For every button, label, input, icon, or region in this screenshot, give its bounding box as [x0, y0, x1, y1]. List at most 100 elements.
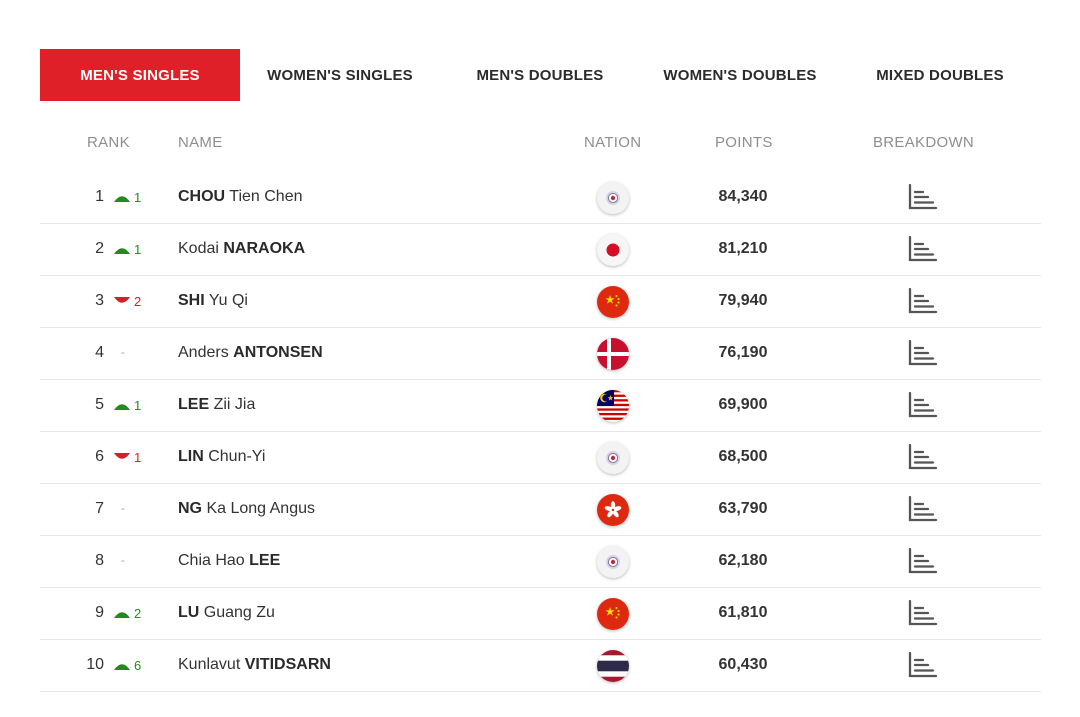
rank-down-icon [114, 297, 130, 303]
player-name[interactable]: CHOU Tien Chen [178, 188, 303, 206]
breakdown-chart-icon[interactable] [908, 287, 938, 315]
rank-number: 3 [95, 292, 104, 309]
rank-change: 1 [113, 449, 153, 467]
table-row: 6 1 LIN Chun-Yi 68,500 [40, 432, 1041, 484]
rank-number: 5 [95, 396, 104, 413]
mas-flag-icon [597, 390, 629, 422]
rank-change-value: - [121, 555, 125, 567]
rank-change-value: 2 [134, 294, 142, 309]
rank-column-header: RANK [87, 134, 130, 151]
player-points: 60,430 [718, 656, 768, 673]
player-surname: LU [178, 604, 200, 621]
rank-change: 2 [113, 605, 153, 623]
tab-mixed-doubles[interactable]: MIXED DOUBLES [876, 66, 1004, 84]
table-row: 1 1 CHOU Tien Chen 84,340 [40, 172, 1041, 224]
player-given-name: Chun-Yi [203, 448, 266, 465]
rank-number: 4 [95, 344, 104, 361]
breakdown-chart-icon[interactable] [908, 495, 938, 523]
hkg-flag-icon [597, 494, 629, 526]
tpe-flag-icon [597, 182, 629, 214]
tab-mens-doubles[interactable]: MEN'S DOUBLES [476, 66, 604, 84]
rank-number: 1 [95, 188, 104, 205]
rank-change-value: 1 [134, 450, 142, 465]
player-surname: LEE [249, 552, 281, 569]
player-given-name: Ka Long Angus [202, 500, 315, 517]
rank-number: 7 [95, 500, 104, 517]
rank-change: 2 [113, 293, 153, 311]
player-surname: NG [178, 500, 202, 517]
rank-change-value: 6 [134, 658, 142, 673]
rank-change: 1 [113, 241, 153, 259]
breakdown-chart-icon[interactable] [908, 599, 938, 627]
chn-flag-icon [597, 286, 629, 318]
player-surname: CHOU [178, 188, 226, 205]
rank-number: 10 [86, 656, 104, 673]
table-row: 7 - NG Ka Long Angus 63,790 [40, 484, 1041, 536]
player-name[interactable]: LIN Chun-Yi [178, 448, 265, 466]
table-row: 3 2 SHI Yu Qi 79,940 [40, 276, 1041, 328]
breakdown-chart-icon[interactable] [908, 547, 938, 575]
player-name[interactable]: NG Ka Long Angus [178, 500, 315, 518]
player-surname: LEE [178, 396, 210, 413]
rank-change: - [113, 553, 153, 571]
tab-womens-singles[interactable]: WOMEN'S SINGLES [267, 66, 413, 84]
player-name[interactable]: SHI Yu Qi [178, 292, 248, 310]
breakdown-chart-icon[interactable] [908, 391, 938, 419]
table-row: 10 6 Kunlavut VITIDSARN 60,430 [40, 640, 1041, 692]
rank-up-icon [114, 248, 130, 254]
player-given-name: Chia Hao [178, 552, 250, 569]
player-points: 69,900 [718, 396, 768, 413]
player-surname: LIN [178, 448, 204, 465]
rank-change: - [113, 501, 153, 519]
player-name[interactable]: Kunlavut VITIDSARN [178, 656, 331, 674]
player-given-name: Kunlavut [178, 656, 245, 673]
breakdown-chart-icon[interactable] [908, 443, 938, 471]
jpn-flag-icon [597, 234, 629, 266]
player-name[interactable]: Kodai NARAOKA [178, 240, 305, 258]
player-points: 79,940 [718, 292, 768, 309]
player-name[interactable]: LEE Zii Jia [178, 396, 255, 414]
breakdown-chart-icon[interactable] [908, 235, 938, 263]
player-points: 84,340 [718, 188, 768, 205]
rank-number: 2 [95, 240, 104, 257]
player-surname: SHI [178, 292, 205, 309]
table-row: 4 - Anders ANTONSEN 76,190 [40, 328, 1041, 380]
table-header: RANK NAME NATION POINTS BREAKDOWN [40, 132, 1040, 154]
rank-down-icon [114, 453, 130, 459]
category-tabs: MEN'S SINGLES WOMEN'S SINGLES MEN'S DOUB… [40, 49, 1040, 101]
tab-womens-doubles[interactable]: WOMEN'S DOUBLES [663, 66, 817, 84]
player-given-name: Tien Chen [225, 188, 303, 205]
player-name[interactable]: LU Guang Zu [178, 604, 275, 622]
rank-change-value: - [121, 503, 125, 515]
breakdown-chart-icon[interactable] [908, 339, 938, 367]
rank-change-value: - [121, 347, 125, 359]
tpe-flag-icon [597, 546, 629, 578]
tha-flag-icon [597, 650, 629, 682]
breakdown-chart-icon[interactable] [908, 183, 938, 211]
breakdown-chart-icon[interactable] [908, 651, 938, 679]
rank-up-icon [114, 612, 130, 618]
rank-change: 1 [113, 397, 153, 415]
player-name[interactable]: Chia Hao LEE [178, 552, 280, 570]
player-surname: NARAOKA [223, 240, 306, 257]
table-row: 9 2 LU Guang Zu 61,810 [40, 588, 1041, 640]
rank-up-icon [114, 196, 130, 202]
nation-column-header: NATION [584, 134, 642, 151]
rank-up-icon [114, 664, 130, 670]
den-flag-icon [597, 338, 629, 370]
table-row: 5 1 LEE Zii Jia 69,900 [40, 380, 1041, 432]
rank-change-value: 1 [134, 190, 142, 205]
breakdown-column-header: BREAKDOWN [873, 134, 975, 151]
rank-change-value: 1 [134, 398, 142, 413]
rank-change: 6 [113, 657, 153, 675]
tpe-flag-icon [597, 442, 629, 474]
rank-number: 9 [95, 604, 104, 621]
rank-up-icon [114, 404, 130, 410]
player-given-name: Zii Jia [209, 396, 256, 413]
rank-number: 6 [95, 448, 104, 465]
player-given-name: Anders [178, 344, 234, 361]
points-column-header: POINTS [715, 134, 773, 151]
player-name[interactable]: Anders ANTONSEN [178, 344, 323, 362]
tab-mens-singles[interactable]: MEN'S SINGLES [40, 49, 240, 101]
player-points: 61,810 [718, 604, 768, 621]
